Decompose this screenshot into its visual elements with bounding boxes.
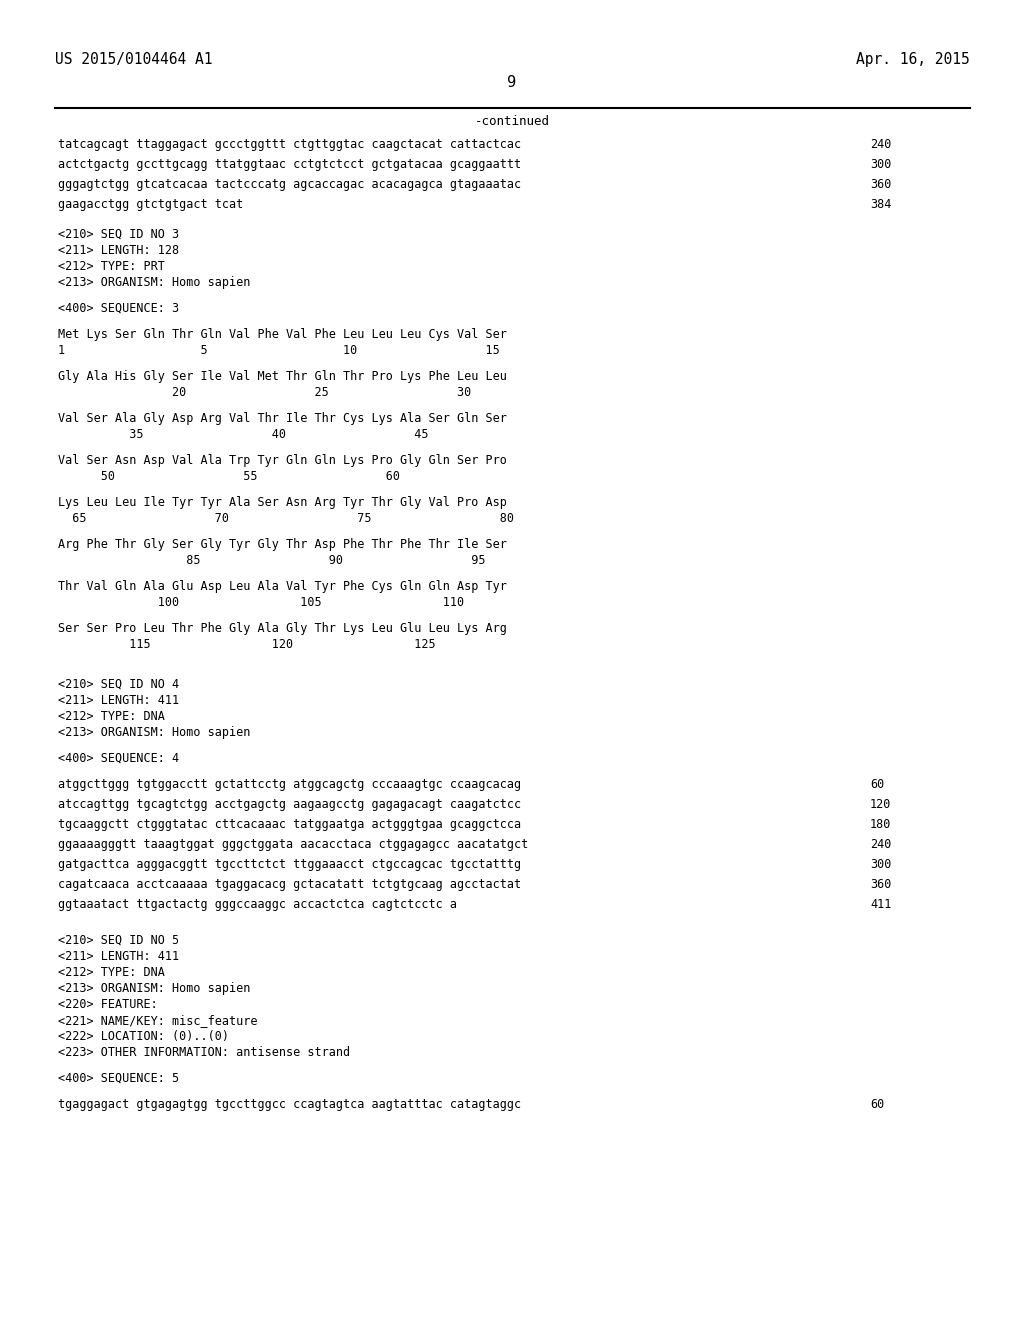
Text: <400> SEQUENCE: 3: <400> SEQUENCE: 3 <box>58 302 179 315</box>
Text: ggaaaagggtt taaagtggat gggctggata aacacctaca ctggagagcc aacatatgct: ggaaaagggtt taaagtggat gggctggata aacacc… <box>58 838 528 851</box>
Text: <221> NAME/KEY: misc_feature: <221> NAME/KEY: misc_feature <box>58 1014 257 1027</box>
Text: 120: 120 <box>870 799 891 810</box>
Text: actctgactg gccttgcagg ttatggtaac cctgtctcct gctgatacaa gcaggaattt: actctgactg gccttgcagg ttatggtaac cctgtct… <box>58 158 521 172</box>
Text: 300: 300 <box>870 158 891 172</box>
Text: <211> LENGTH: 411: <211> LENGTH: 411 <box>58 950 179 964</box>
Text: Val Ser Ala Gly Asp Arg Val Thr Ile Thr Cys Lys Ala Ser Gln Ser: Val Ser Ala Gly Asp Arg Val Thr Ile Thr … <box>58 412 507 425</box>
Text: Arg Phe Thr Gly Ser Gly Tyr Gly Thr Asp Phe Thr Phe Thr Ile Ser: Arg Phe Thr Gly Ser Gly Tyr Gly Thr Asp … <box>58 539 507 550</box>
Text: 384: 384 <box>870 198 891 211</box>
Text: <213> ORGANISM: Homo sapien: <213> ORGANISM: Homo sapien <box>58 726 251 739</box>
Text: gatgacttca agggacggtt tgccttctct ttggaaacct ctgccagcac tgcctatttg: gatgacttca agggacggtt tgccttctct ttggaaa… <box>58 858 521 871</box>
Text: tatcagcagt ttaggagact gccctggttt ctgttggtac caagctacat cattactcac: tatcagcagt ttaggagact gccctggttt ctgttgg… <box>58 139 521 150</box>
Text: <212> TYPE: DNA: <212> TYPE: DNA <box>58 710 165 723</box>
Text: 300: 300 <box>870 858 891 871</box>
Text: <223> OTHER INFORMATION: antisense strand: <223> OTHER INFORMATION: antisense stran… <box>58 1045 350 1059</box>
Text: <210> SEQ ID NO 5: <210> SEQ ID NO 5 <box>58 935 179 946</box>
Text: 60: 60 <box>870 1098 885 1111</box>
Text: 60: 60 <box>870 777 885 791</box>
Text: 360: 360 <box>870 878 891 891</box>
Text: 65                  70                  75                  80: 65 70 75 80 <box>58 512 514 525</box>
Text: US 2015/0104464 A1: US 2015/0104464 A1 <box>55 51 213 67</box>
Text: Lys Leu Leu Ile Tyr Tyr Ala Ser Asn Arg Tyr Thr Gly Val Pro Asp: Lys Leu Leu Ile Tyr Tyr Ala Ser Asn Arg … <box>58 496 507 510</box>
Text: <400> SEQUENCE: 4: <400> SEQUENCE: 4 <box>58 752 179 766</box>
Text: <400> SEQUENCE: 5: <400> SEQUENCE: 5 <box>58 1072 179 1085</box>
Text: gaagacctgg gtctgtgact tcat: gaagacctgg gtctgtgact tcat <box>58 198 244 211</box>
Text: 240: 240 <box>870 139 891 150</box>
Text: 100                 105                 110: 100 105 110 <box>58 597 464 609</box>
Text: 85                  90                  95: 85 90 95 <box>58 554 485 568</box>
Text: 50                  55                  60: 50 55 60 <box>58 470 400 483</box>
Text: Gly Ala His Gly Ser Ile Val Met Thr Gln Thr Pro Lys Phe Leu Leu: Gly Ala His Gly Ser Ile Val Met Thr Gln … <box>58 370 507 383</box>
Text: <212> TYPE: PRT: <212> TYPE: PRT <box>58 260 165 273</box>
Text: tgaggagact gtgagagtgg tgccttggcc ccagtagtca aagtatttac catagtaggc: tgaggagact gtgagagtgg tgccttggcc ccagtag… <box>58 1098 521 1111</box>
Text: <211> LENGTH: 411: <211> LENGTH: 411 <box>58 694 179 708</box>
Text: 1                   5                   10                  15: 1 5 10 15 <box>58 345 500 356</box>
Text: 20                  25                  30: 20 25 30 <box>58 385 471 399</box>
Text: <220> FEATURE:: <220> FEATURE: <box>58 998 158 1011</box>
Text: 180: 180 <box>870 818 891 832</box>
Text: cagatcaaca acctcaaaaa tgaggacacg gctacatatt tctgtgcaag agcctactat: cagatcaaca acctcaaaaa tgaggacacg gctacat… <box>58 878 521 891</box>
Text: -continued: -continued <box>474 115 550 128</box>
Text: Ser Ser Pro Leu Thr Phe Gly Ala Gly Thr Lys Leu Glu Leu Lys Arg: Ser Ser Pro Leu Thr Phe Gly Ala Gly Thr … <box>58 622 507 635</box>
Text: gggagtctgg gtcatcacaa tactcccatg agcaccagac acacagagca gtagaaatac: gggagtctgg gtcatcacaa tactcccatg agcacca… <box>58 178 521 191</box>
Text: <211> LENGTH: 128: <211> LENGTH: 128 <box>58 244 179 257</box>
Text: Met Lys Ser Gln Thr Gln Val Phe Val Phe Leu Leu Leu Cys Val Ser: Met Lys Ser Gln Thr Gln Val Phe Val Phe … <box>58 327 507 341</box>
Text: Apr. 16, 2015: Apr. 16, 2015 <box>856 51 970 67</box>
Text: <212> TYPE: DNA: <212> TYPE: DNA <box>58 966 165 979</box>
Text: <210> SEQ ID NO 3: <210> SEQ ID NO 3 <box>58 228 179 242</box>
Text: ggtaaatact ttgactactg gggccaaggc accactctca cagtctcctc a: ggtaaatact ttgactactg gggccaaggc accactc… <box>58 898 457 911</box>
Text: Val Ser Asn Asp Val Ala Trp Tyr Gln Gln Lys Pro Gly Gln Ser Pro: Val Ser Asn Asp Val Ala Trp Tyr Gln Gln … <box>58 454 507 467</box>
Text: <210> SEQ ID NO 4: <210> SEQ ID NO 4 <box>58 678 179 690</box>
Text: <222> LOCATION: (0)..(0): <222> LOCATION: (0)..(0) <box>58 1030 229 1043</box>
Text: <213> ORGANISM: Homo sapien: <213> ORGANISM: Homo sapien <box>58 982 251 995</box>
Text: <213> ORGANISM: Homo sapien: <213> ORGANISM: Homo sapien <box>58 276 251 289</box>
Text: 35                  40                  45: 35 40 45 <box>58 428 428 441</box>
Text: 360: 360 <box>870 178 891 191</box>
Text: 411: 411 <box>870 898 891 911</box>
Text: 115                 120                 125: 115 120 125 <box>58 638 435 651</box>
Text: 240: 240 <box>870 838 891 851</box>
Text: 9: 9 <box>508 75 516 90</box>
Text: tgcaaggctt ctgggtatac cttcacaaac tatggaatga actgggtgaa gcaggctcca: tgcaaggctt ctgggtatac cttcacaaac tatggaa… <box>58 818 521 832</box>
Text: atccagttgg tgcagtctgg acctgagctg aagaagcctg gagagacagt caagatctcc: atccagttgg tgcagtctgg acctgagctg aagaagc… <box>58 799 521 810</box>
Text: Thr Val Gln Ala Glu Asp Leu Ala Val Tyr Phe Cys Gln Gln Asp Tyr: Thr Val Gln Ala Glu Asp Leu Ala Val Tyr … <box>58 579 507 593</box>
Text: atggcttggg tgtggacctt gctattcctg atggcagctg cccaaagtgc ccaagcacag: atggcttggg tgtggacctt gctattcctg atggcag… <box>58 777 521 791</box>
